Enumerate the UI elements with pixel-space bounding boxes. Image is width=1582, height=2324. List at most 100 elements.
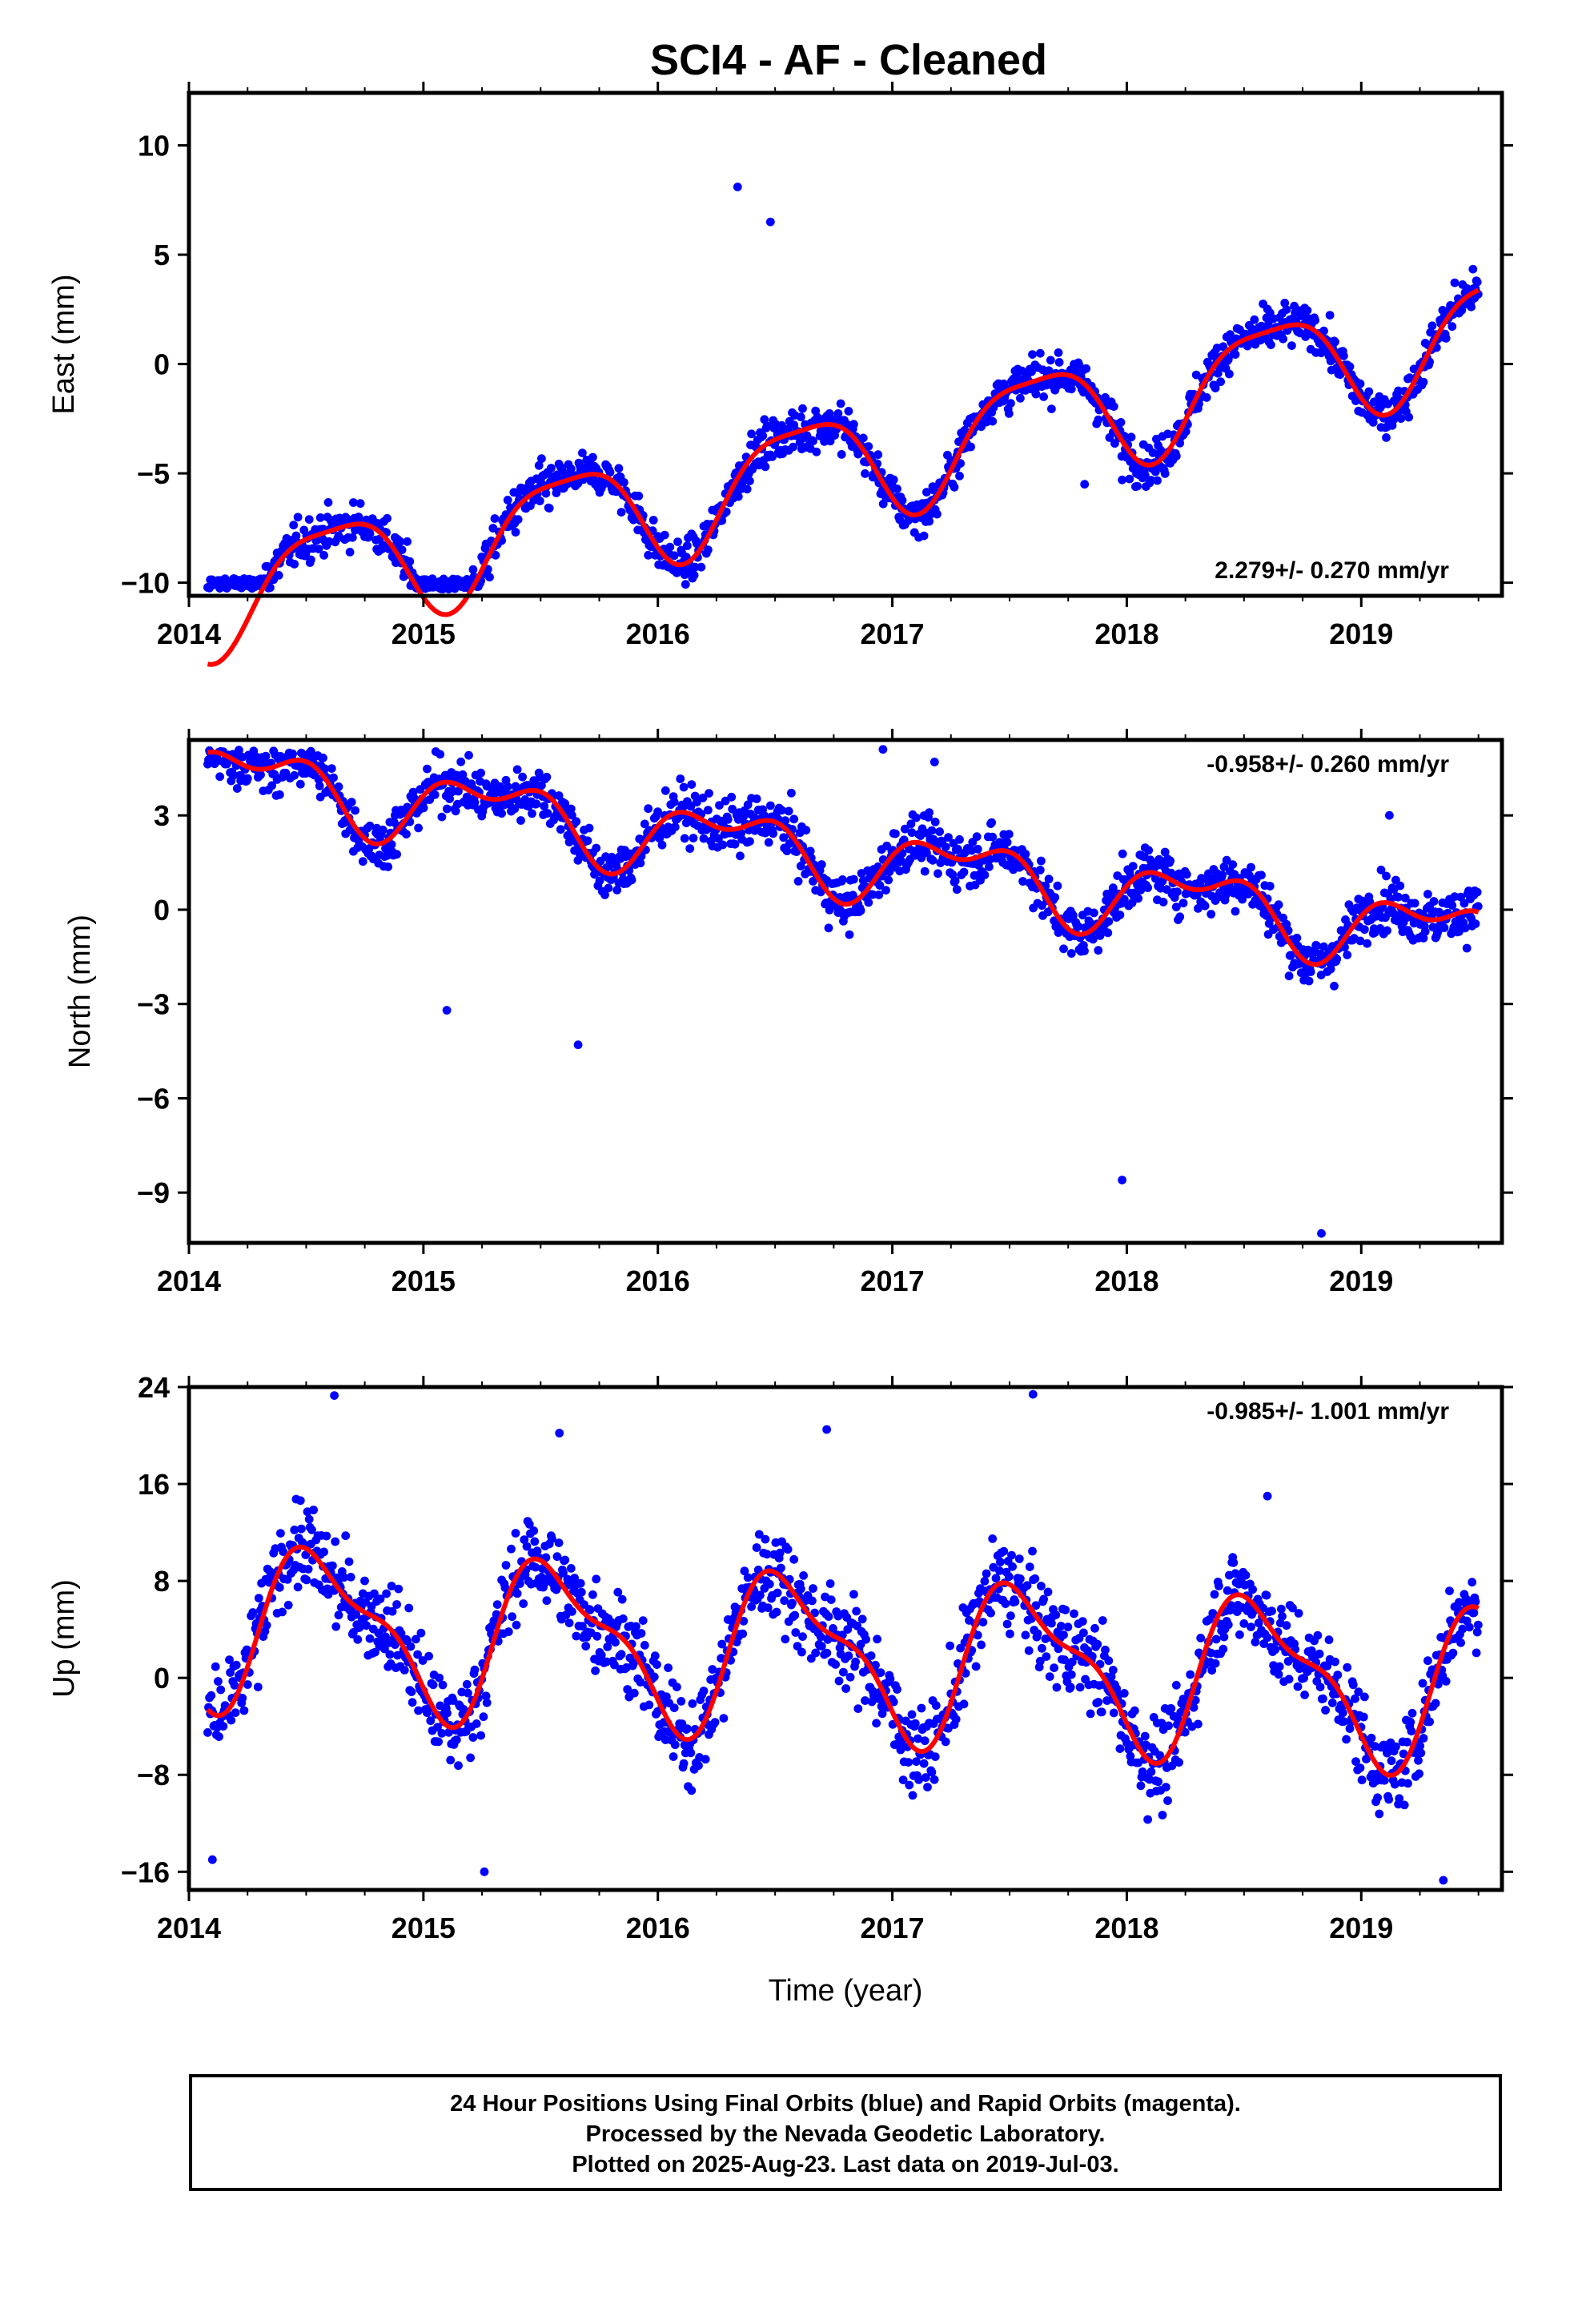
data-point: [745, 837, 754, 846]
data-point: [216, 1685, 226, 1695]
data-point: [1028, 350, 1037, 359]
data-point: [1324, 1635, 1334, 1645]
data-point: [925, 808, 934, 817]
data-points: [203, 745, 1483, 1238]
data-point: [566, 464, 576, 473]
data-point: [378, 825, 387, 834]
y-tick-label: 8: [154, 1565, 170, 1598]
data-point: [436, 750, 445, 759]
data-point: [845, 1672, 855, 1682]
data-point: [1342, 1735, 1351, 1744]
data-point: [881, 886, 890, 895]
data-point: [904, 1758, 913, 1767]
data-point: [873, 450, 883, 460]
data-point: [438, 1680, 448, 1690]
data-point: [1053, 881, 1062, 891]
data-point: [1360, 925, 1369, 935]
x-tick-label: 2019: [1329, 1912, 1393, 1944]
data-point: [973, 844, 982, 854]
y-tick-label: 0: [154, 894, 170, 927]
data-point: [442, 1006, 452, 1015]
data-point: [219, 1722, 228, 1731]
data-point: [1317, 1228, 1326, 1238]
data-point: [347, 533, 357, 542]
data-point: [503, 782, 512, 791]
data-point: [1219, 342, 1228, 352]
data-point: [1304, 976, 1314, 986]
x-tick-label: 2016: [626, 1265, 690, 1297]
data-point: [620, 478, 628, 487]
data-point: [730, 839, 740, 849]
data-point: [518, 772, 527, 782]
time-series-plots: 2014 2015 2016 2017 2018 2019 10 5 0 −5 −10 East (m…: [47, 82, 1513, 2008]
data-point: [267, 781, 276, 790]
data-point: [387, 840, 396, 849]
data-point: [1035, 866, 1045, 875]
data-point: [1010, 1597, 1020, 1606]
data-point: [1052, 1683, 1062, 1692]
data-point: [1024, 1646, 1034, 1655]
data-point: [1384, 1795, 1394, 1804]
footer-line-2: Processed by the Nevada Geodetic Laborat…: [585, 2121, 1106, 2147]
data-point: [309, 1506, 318, 1514]
data-point: [365, 1634, 375, 1643]
data-point: [1265, 882, 1275, 891]
data-point: [809, 1584, 817, 1593]
data-point: [1219, 1644, 1228, 1654]
data-point: [452, 1735, 461, 1744]
data-point: [534, 460, 544, 470]
data-point: [1382, 433, 1391, 442]
data-point: [1004, 409, 1014, 418]
x-tick-label: 2014: [157, 617, 221, 650]
data-point: [293, 513, 303, 522]
data-point: [783, 1545, 793, 1554]
data-point: [235, 746, 243, 755]
data-point: [253, 1683, 263, 1692]
data-point: [468, 565, 478, 574]
data-point: [1016, 393, 1025, 403]
panel-2: 2014 2015 2016 2017 2018 2019 3 0 −3 −6 −9 North (m…: [63, 729, 1513, 1297]
data-point: [910, 1719, 920, 1728]
x-tick-label: 2018: [1094, 1265, 1158, 1297]
data-point: [685, 844, 695, 853]
data-point: [1039, 392, 1048, 401]
data-point: [1158, 898, 1168, 907]
data-point: [1178, 899, 1188, 908]
data-point: [588, 452, 597, 462]
data-point: [1007, 1550, 1016, 1560]
data-point: [327, 764, 336, 773]
data-point: [1248, 1585, 1257, 1594]
data-point: [501, 1561, 511, 1570]
data-point: [704, 545, 713, 554]
data-point: [1115, 911, 1125, 919]
data-point: [649, 1672, 659, 1682]
data-point: [644, 804, 653, 814]
data-point: [686, 802, 696, 811]
data-point: [1143, 1815, 1152, 1824]
data-point: [917, 1703, 926, 1713]
data-point: [644, 550, 653, 560]
data-point: [289, 521, 299, 530]
data-point: [1173, 887, 1182, 896]
data-point: [1284, 1675, 1294, 1684]
data-point: [1294, 1609, 1303, 1618]
data-point: [1325, 311, 1335, 320]
data-point: [864, 442, 873, 451]
data-point: [822, 1648, 832, 1658]
data-point: [927, 826, 937, 835]
data-point: [1140, 1731, 1150, 1741]
data-point: [784, 806, 793, 816]
data-point: [1078, 1617, 1087, 1626]
data-point: [1216, 377, 1225, 387]
data-point: [999, 1546, 1009, 1556]
data-point: [956, 459, 965, 468]
data-point: [1154, 1777, 1162, 1787]
data-point: [768, 452, 777, 461]
data-point: [930, 758, 939, 766]
data-point: [1375, 1809, 1384, 1819]
data-point: [1373, 1793, 1382, 1803]
data-point: [825, 1579, 835, 1588]
data-point: [1109, 1708, 1118, 1718]
data-point: [1275, 1662, 1284, 1671]
data-point: [841, 1684, 850, 1693]
